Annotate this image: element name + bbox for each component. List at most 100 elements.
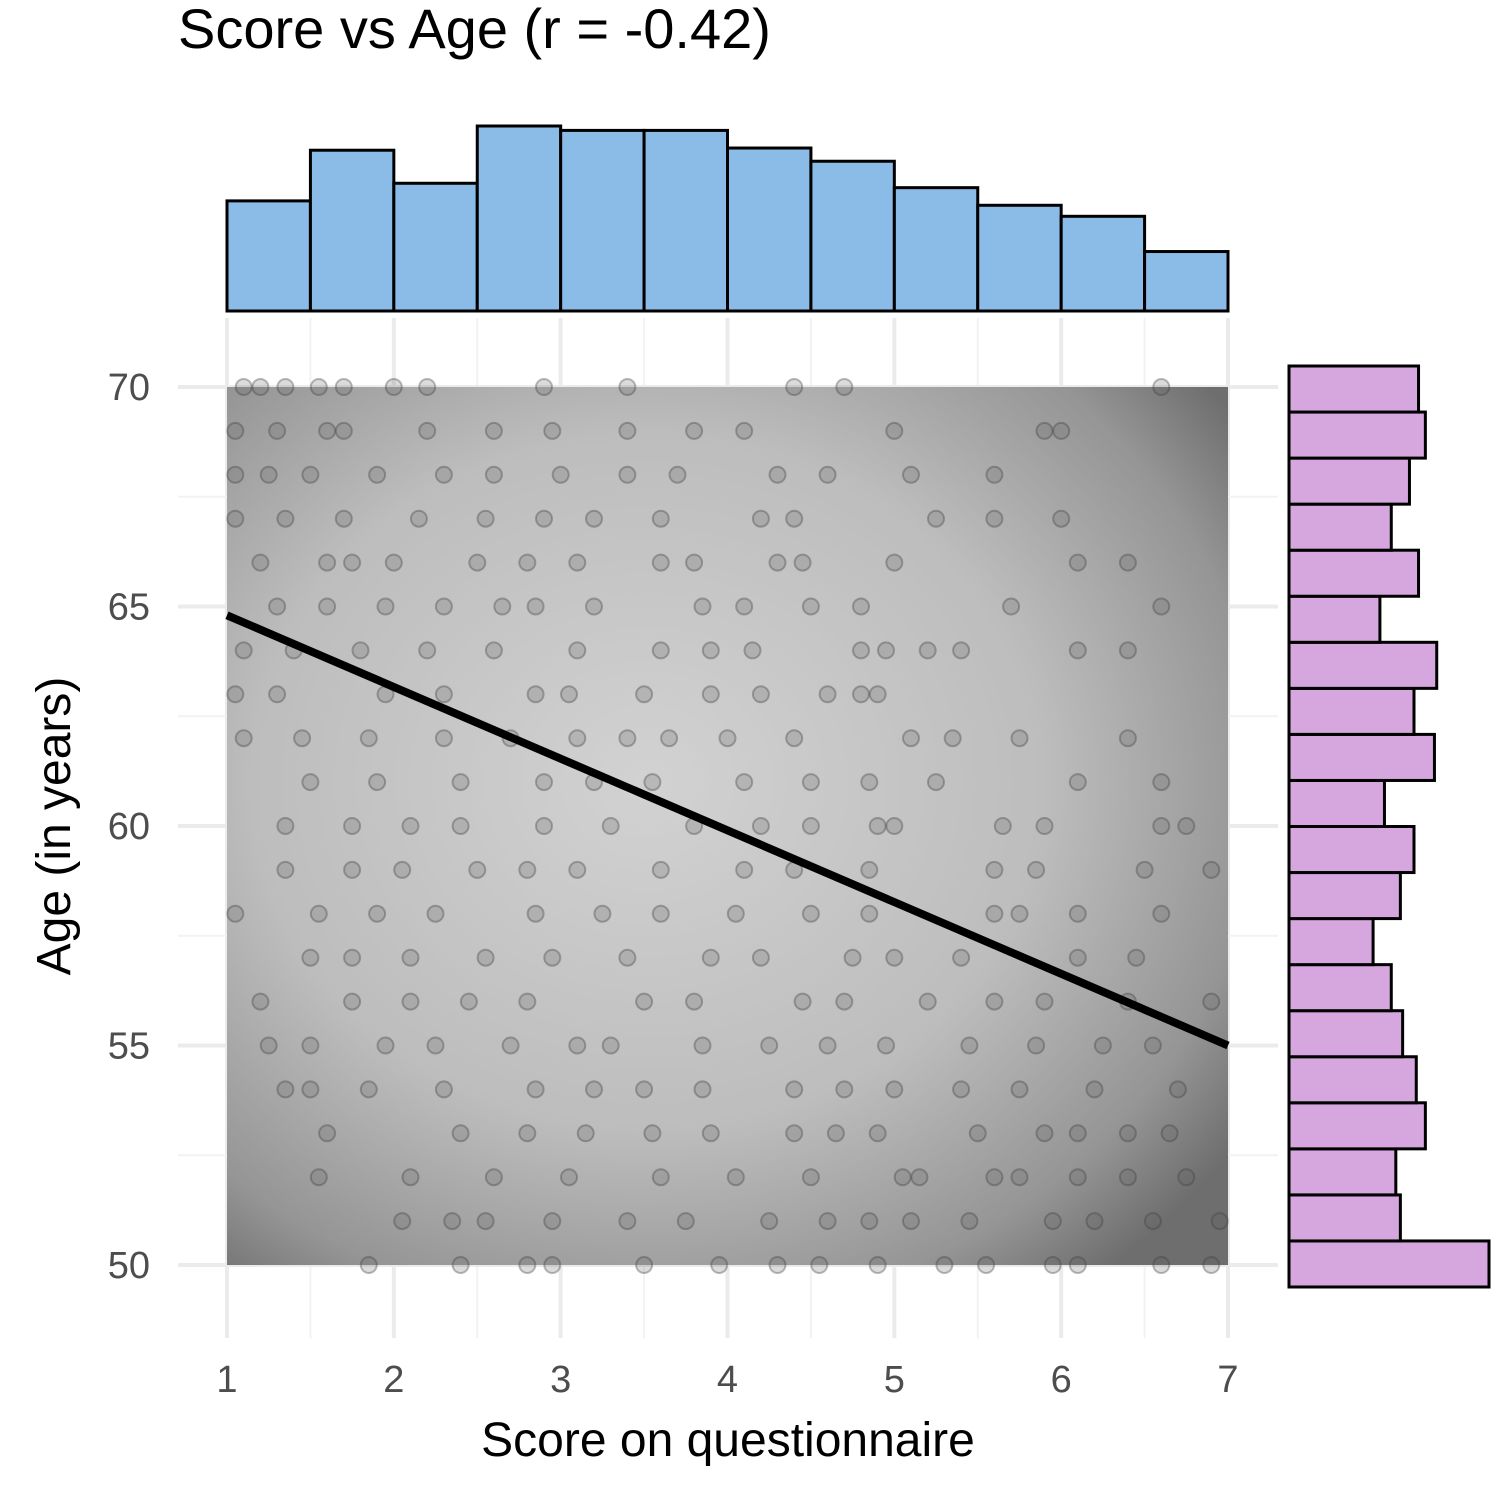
data-point (1010, 1168, 1029, 1187)
data-point (1052, 421, 1071, 440)
data-point (401, 817, 420, 835)
data-point (343, 992, 362, 1011)
data-point (885, 421, 904, 440)
data-point (902, 729, 920, 748)
x-tick-label: 1 (216, 1359, 237, 1401)
x-tick-label: 4 (717, 1359, 738, 1401)
x-hist-bar (559, 128, 646, 313)
data-point (543, 1212, 562, 1231)
data-point (960, 1212, 979, 1231)
data-point (601, 1036, 620, 1055)
data-point (801, 904, 820, 923)
data-point (785, 1080, 804, 1099)
data-point (818, 685, 837, 704)
data-point (226, 465, 245, 484)
data-point (226, 421, 245, 440)
data-point (318, 597, 337, 616)
x-tick-label: 3 (550, 1359, 571, 1401)
x-hist-bar (726, 146, 813, 313)
data-point (293, 729, 312, 748)
data-point (376, 597, 395, 616)
data-point (276, 860, 295, 879)
data-point (985, 904, 1004, 923)
data-point (526, 685, 545, 704)
data-point (618, 729, 637, 748)
y-hist-bar (1287, 1193, 1402, 1243)
data-point (1027, 1036, 1046, 1055)
data-point (593, 904, 612, 923)
data-point (785, 1124, 804, 1143)
data-point (868, 1256, 887, 1274)
data-point (418, 378, 437, 396)
data-point (985, 860, 1004, 879)
data-point (368, 904, 387, 923)
data-point (259, 465, 278, 484)
data-point (868, 817, 887, 835)
data-point (393, 860, 412, 879)
y-tick-label: 70 (108, 367, 150, 409)
data-point (735, 860, 754, 879)
data-point (309, 904, 328, 923)
y-hist-bar (1287, 686, 1416, 736)
data-point (451, 1256, 470, 1274)
data-point (651, 553, 670, 572)
y-tick-label: 65 (108, 587, 150, 629)
data-point (726, 1168, 745, 1187)
data-point (543, 948, 562, 967)
data-point (1085, 1212, 1104, 1231)
data-point (852, 685, 870, 704)
data-point (1143, 1212, 1162, 1231)
data-point (701, 685, 720, 704)
data-point (585, 1080, 603, 1099)
data-point (1002, 597, 1021, 616)
y-hist-bar (1287, 1239, 1491, 1289)
data-point (1177, 1168, 1196, 1187)
data-point (434, 1080, 453, 1099)
data-point (1152, 773, 1171, 792)
data-point (952, 1080, 971, 1099)
data-point (860, 1212, 879, 1231)
data-point (635, 1080, 654, 1099)
data-point (276, 817, 295, 835)
x-hist-bar (392, 181, 479, 313)
data-point (1202, 1256, 1221, 1274)
y-hist-bar (1287, 1055, 1418, 1105)
regression-line (225, 611, 1230, 1050)
data-point (526, 904, 545, 923)
data-point (351, 641, 370, 660)
data-point (334, 421, 353, 440)
data-point (543, 1256, 562, 1274)
data-point (1152, 1256, 1171, 1274)
data-point (318, 421, 337, 440)
data-point (535, 817, 553, 835)
data-point (368, 465, 387, 484)
data-point (868, 1124, 887, 1143)
data-point (910, 1168, 929, 1187)
data-point (418, 421, 437, 440)
y-hist-bar (1287, 548, 1421, 598)
data-point (376, 1036, 395, 1055)
data-point (952, 948, 971, 967)
data-point (843, 948, 862, 967)
y-hist-bar (1287, 917, 1375, 967)
data-point (1118, 1124, 1137, 1143)
data-point (751, 685, 770, 704)
data-point (927, 773, 945, 792)
x-marginal-histogram (225, 124, 1230, 313)
data-point (651, 509, 670, 528)
data-point (651, 904, 670, 923)
data-point (1152, 904, 1171, 923)
data-point (1068, 773, 1087, 792)
data-point (985, 1168, 1004, 1187)
data-point (301, 465, 320, 484)
data-point (484, 641, 503, 660)
data-point (1118, 553, 1137, 572)
data-point (384, 553, 403, 572)
data-point (768, 1256, 787, 1274)
data-point (1068, 1256, 1087, 1274)
data-point (434, 685, 453, 704)
data-point (643, 773, 662, 792)
data-point (434, 729, 453, 748)
data-point (1118, 1168, 1137, 1187)
x-hist-bar (1059, 214, 1147, 313)
